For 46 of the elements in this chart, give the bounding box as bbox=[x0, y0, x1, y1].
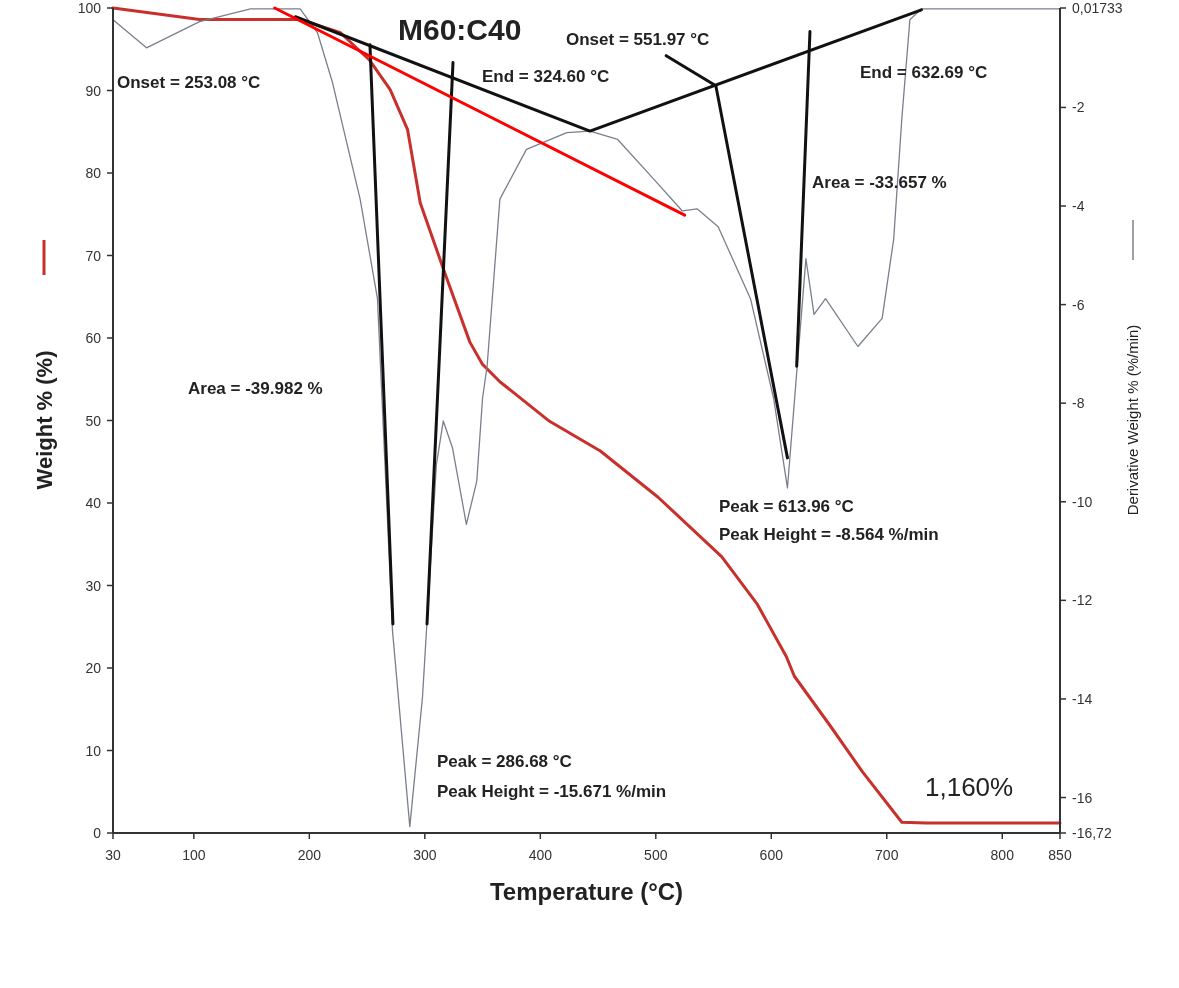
annotation: Onset = 551.97 °C bbox=[566, 30, 710, 49]
annotation: Onset = 253.08 °C bbox=[117, 73, 261, 92]
y2-tick-label: -10 bbox=[1072, 493, 1093, 510]
annotation: Peak Height = -8.564 %/min bbox=[719, 525, 939, 544]
y-tick-label: 80 bbox=[85, 165, 102, 181]
annotation: Peak Height = -15.671 %/min bbox=[437, 782, 667, 801]
y2-tick-label: -16,72 bbox=[1072, 825, 1112, 841]
x-axis-title: Temperature (°C) bbox=[489, 878, 684, 905]
y-tick-label: 20 bbox=[85, 660, 102, 676]
y-tick-label: 60 bbox=[85, 330, 102, 346]
annotation: Peak = 286.68 °C bbox=[437, 752, 572, 771]
annotation: Peak = 613.96 °C bbox=[719, 497, 854, 516]
x-tick-label: 200 bbox=[297, 847, 322, 863]
y-axis-title: Weight % (%) bbox=[32, 350, 57, 490]
x-tick-label: 100 bbox=[182, 847, 206, 863]
y-tick-label: 40 bbox=[85, 495, 102, 511]
y2-tick-label: -16 bbox=[1072, 789, 1093, 806]
x-tick-label: 300 bbox=[413, 847, 437, 863]
annotation: End = 324.60 °C bbox=[482, 67, 610, 86]
x-tick-label: 850 bbox=[1048, 847, 1072, 863]
x-tick-label: 700 bbox=[875, 847, 899, 863]
y2-tick-label: -6 bbox=[1072, 296, 1085, 313]
y2-axis-title: Derivative Weight % (%/min) bbox=[1124, 324, 1141, 516]
y-tick-label: 100 bbox=[77, 0, 102, 16]
y-tick-label: 70 bbox=[85, 247, 102, 264]
annotation: 1,160% bbox=[925, 772, 1014, 802]
annotation: End = 632.69 °C bbox=[860, 63, 988, 82]
y2-tick-label: 0,01733 bbox=[1072, 0, 1123, 16]
x-tick-label: 600 bbox=[759, 847, 784, 863]
y2-tick-label: -8 bbox=[1072, 395, 1085, 412]
annotation: Area = -39.982 % bbox=[188, 379, 323, 398]
y-tick-label: 10 bbox=[85, 742, 102, 759]
y2-tick-label: -14 bbox=[1072, 690, 1093, 707]
x-tick-label: 400 bbox=[528, 847, 553, 863]
x-tick-label: 800 bbox=[990, 847, 1015, 863]
y-tick-label: 30 bbox=[85, 577, 102, 594]
y-tick-label: 0 bbox=[93, 825, 102, 841]
annotation: Area = -33.657 % bbox=[812, 173, 947, 192]
y-tick-label: 50 bbox=[85, 412, 102, 429]
chart-title: M60:C40 bbox=[398, 13, 522, 46]
y2-tick-label: -4 bbox=[1072, 198, 1085, 215]
x-tick-label: 500 bbox=[644, 847, 668, 863]
y-tick-label: 90 bbox=[85, 82, 102, 99]
y2-tick-label: -12 bbox=[1072, 592, 1093, 609]
y2-tick-label: -2 bbox=[1072, 99, 1085, 116]
x-tick-label: 30 bbox=[105, 847, 121, 863]
